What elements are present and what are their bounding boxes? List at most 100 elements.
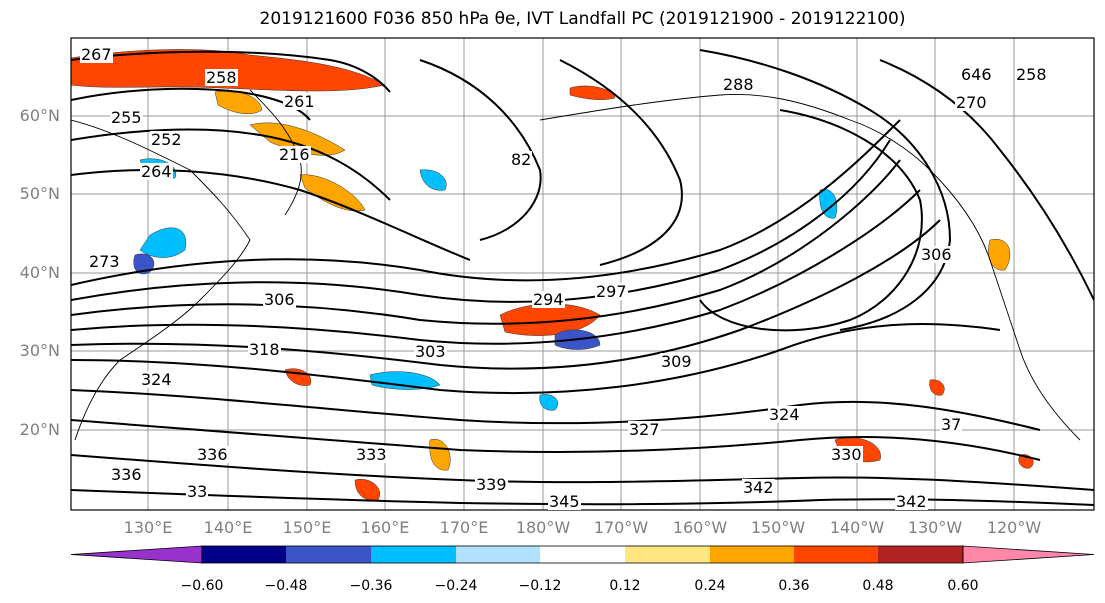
anomaly-patch [819,188,838,219]
colorbar-tick-label: −0.60 [180,578,224,594]
colorbar-tick-label: −0.24 [434,578,478,594]
contour-label: 309 [660,352,693,371]
contour-label: 333 [355,445,388,464]
map-frame [70,37,1095,511]
lat-label-20n: 20°N [19,420,60,439]
contour-label: 345 [548,492,581,511]
colorbar-swatch [878,546,963,563]
contour-label: 267 [80,45,113,64]
colorbar-swatch [625,546,710,563]
contour-label: 336 [110,465,143,484]
colorbar-tick-label: 0.48 [862,578,894,594]
colorbar-tick-label: −0.36 [349,578,393,594]
lon-label: 160°E [360,518,410,537]
contour-label: 216 [278,145,311,164]
lat-label-30n: 30°N [19,341,60,360]
contour-label: 261 [283,92,316,111]
lon-label: 150°E [282,518,332,537]
contour-line [71,189,921,345]
coastlines [71,89,1081,441]
lat-label-40n: 40°N [19,263,60,282]
lon-label: 170°W [593,518,649,537]
contour-line [71,128,391,201]
contour-label: 336 [196,445,229,464]
lon-label: 140°W [829,518,885,537]
contour-line [71,419,1041,461]
colorbar-swatch [794,546,878,563]
contour-label: 342 [895,492,928,511]
colorbar-extend-low [70,545,203,564]
colorbar-tick-label: −0.48 [264,578,308,594]
lat-label-50n: 50°N [19,184,60,203]
coastline-asia [71,119,251,441]
anomaly-patch [429,438,451,471]
colorbar-swatch [286,546,371,563]
contour-line [879,59,1094,301]
contour-label: 273 [88,252,121,271]
anomaly-patch [369,371,441,390]
contour-label: 37 [940,415,963,434]
contours [71,49,1094,506]
contour-label: 303 [414,342,447,361]
colorbar-tick-label: 0.60 [947,578,979,594]
lon-label: 130°W [907,518,963,537]
colorbar-swatch [540,546,625,563]
colorbar [70,545,1095,564]
coastline-alaska [539,93,931,171]
lon-label: 140°E [203,518,253,537]
lon-label: 170°E [439,518,489,537]
colorbar-tick-label: 0.12 [609,578,641,594]
contour-label: 297 [595,282,628,301]
lon-label: 130°E [123,518,173,537]
colorbar-extend-high [962,545,1095,564]
contour-label: 288 [722,75,755,94]
contour-line [699,109,923,332]
contour-label: 255 [110,108,143,127]
anomaly-patch [929,379,945,396]
contour-label: 327 [628,420,661,439]
map-title: 2019121600 F036 850 hPa θe, IVT Landfall… [259,9,906,29]
contour-label: 646 [960,65,993,84]
contour-label: 270 [955,93,988,112]
contour-line [419,59,542,241]
contour-line [71,219,941,370]
contour-label: 33 [186,482,209,501]
anomaly-patch [419,169,447,191]
map-background [71,38,1094,510]
coastline-northamerica [929,169,1081,441]
anomaly-patch [988,238,1011,271]
lon-label: 180°W [515,518,571,537]
contour-line [71,389,1041,431]
graticule [71,38,1094,510]
contour-label: 339 [475,475,508,494]
contour-label: 324 [140,370,173,389]
contour-label: 306 [263,290,296,309]
contour-label: 330 [830,445,863,464]
colorbar-tick-label: 0.36 [778,578,810,594]
contour-line [71,119,901,286]
lon-label: 120°W [986,518,1042,537]
contour-line [559,59,683,266]
contour-label: 252 [150,130,183,149]
contour-label: 318 [248,340,281,359]
contour-label: 258 [1015,65,1048,84]
contour-line [71,323,1001,395]
contour-line [71,454,1094,491]
contour-label: 294 [532,290,565,309]
contour-line [71,50,391,93]
anomaly-patch [539,394,558,411]
colorbar-swatch [456,546,540,563]
lon-label: 160°W [672,518,728,537]
contour-label: 264 [140,162,173,181]
contour-label: 258 [205,68,238,87]
anomaly-patch [133,253,155,275]
contour-line [699,49,952,331]
colorbar-swatch [710,546,794,563]
contour-label: 82 [510,150,533,169]
anomaly-patch [569,85,616,100]
colorbar-tick-label: −0.12 [518,578,562,594]
lon-label: 150°W [750,518,806,537]
anomaly-patch [139,227,187,258]
colorbar-swatch [371,546,456,563]
